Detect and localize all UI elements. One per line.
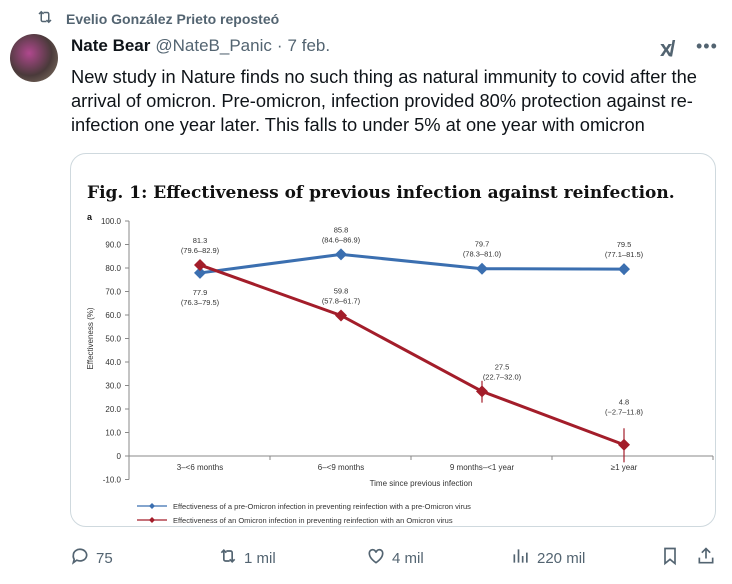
y-tick-label: 50.0 (105, 335, 121, 344)
like-count: 4 mil (392, 549, 424, 567)
repost-label[interactable]: Evelio González Prieto reposteó (66, 10, 280, 27)
chart: Fig. 1: Effectiveness of previous infect… (86, 183, 714, 525)
ci-label: (57.8–61.7) (322, 296, 361, 305)
views-button[interactable]: 220 mil (511, 546, 585, 570)
tweet-text: New study in Nature finds no such thing … (71, 66, 697, 135)
views-count: 220 mil (537, 549, 586, 567)
chart-title: Fig. 1: Effectiveness of previous infect… (87, 183, 675, 203)
data-label: 85.8 (334, 225, 349, 234)
ci-label: (76.3–79.5) (181, 298, 220, 307)
y-tick-label: 70.0 (105, 288, 121, 297)
reply-icon (70, 546, 90, 570)
y-tick-label: 90.0 (105, 241, 121, 250)
legend-label: Effectiveness of a pre-Omicron infection… (173, 502, 471, 511)
x-axis-label: Time since previous infection (370, 479, 473, 488)
y-tick-label: 0 (117, 452, 122, 461)
data-point (476, 262, 488, 275)
repost-count: 1 mil (244, 549, 276, 567)
series-line-0 (199, 252, 625, 275)
views-icon (511, 546, 531, 570)
ci-label: (84.6–86.9) (322, 235, 361, 244)
bookmark-button[interactable] (660, 546, 680, 570)
tweet-header: Nate Bear @NateB_Panic · 7 feb. (71, 36, 330, 56)
share-button[interactable] (696, 546, 716, 570)
y-tick-label: 60.0 (105, 311, 121, 320)
separator: · (276, 36, 283, 55)
ci-label: (77.1–81.5) (605, 250, 644, 259)
data-label: 77.9 (193, 288, 208, 297)
x-tick-label: 9 months–<1 year (450, 463, 515, 472)
panel-label: a (87, 212, 93, 222)
author-handle[interactable]: @NateB_Panic (155, 36, 272, 55)
y-tick-label: 20.0 (105, 405, 121, 414)
repost-icon (36, 8, 54, 29)
data-point (476, 385, 488, 398)
reply-count: 75 (96, 549, 113, 567)
grok-icon[interactable]: x/ (660, 36, 675, 61)
data-point (335, 309, 347, 322)
ci-label: (−2.7–11.8) (605, 408, 644, 417)
more-options-icon[interactable]: ••• (696, 36, 718, 56)
data-label: 4.8 (619, 398, 629, 407)
share-icon (696, 546, 716, 570)
data-point (194, 266, 206, 279)
x-tick-label: ≥1 year (611, 463, 638, 472)
repost-icon (218, 546, 238, 570)
data-point (618, 263, 630, 276)
heart-icon (366, 546, 386, 570)
data-label: 79.5 (617, 240, 632, 249)
tweet-date[interactable]: 7 feb. (287, 36, 331, 55)
bookmark-icon (660, 546, 680, 570)
y-tick-label: 40.0 (105, 358, 121, 367)
tweet-image[interactable]: Fig. 1: Effectiveness of previous infect… (70, 153, 716, 527)
legend-label: Effectiveness of an Omicron infection in… (173, 516, 453, 525)
ci-label: (22.7–32.0) (483, 372, 522, 381)
legend-marker (149, 517, 155, 523)
like-button[interactable]: 4 mil (366, 546, 424, 570)
data-point (618, 438, 630, 451)
y-tick-label: 10.0 (105, 429, 121, 438)
repost-indicator: Evelio González Prieto reposteó (36, 8, 279, 29)
action-bar: 75 1 mil 4 mil 220 mil (0, 546, 732, 572)
x-tick-label: 3–<6 months (177, 463, 223, 472)
x-tick-label: 6–<9 months (318, 463, 364, 472)
data-label: 59.8 (334, 286, 349, 295)
data-label: 27.5 (495, 362, 510, 371)
repost-button[interactable]: 1 mil (218, 546, 276, 570)
series-line-1 (199, 263, 625, 447)
legend-marker (149, 503, 155, 509)
ci-label: (79.6–82.9) (181, 246, 220, 255)
y-axis-label: Effectiveness (%) (86, 307, 95, 369)
data-point (194, 258, 206, 271)
data-point (335, 248, 347, 261)
y-tick-label: 30.0 (105, 382, 121, 391)
data-label: 79.7 (475, 240, 490, 249)
data-label: 81.3 (193, 236, 208, 245)
ci-label: (78.3–81.0) (463, 250, 502, 259)
y-tick-label: 100.0 (101, 217, 122, 226)
author-name[interactable]: Nate Bear (71, 36, 151, 55)
y-tick-label: -10.0 (103, 476, 122, 485)
y-tick-label: 80.0 (105, 264, 121, 273)
avatar[interactable] (10, 34, 58, 82)
reply-button[interactable]: 75 (70, 546, 113, 570)
